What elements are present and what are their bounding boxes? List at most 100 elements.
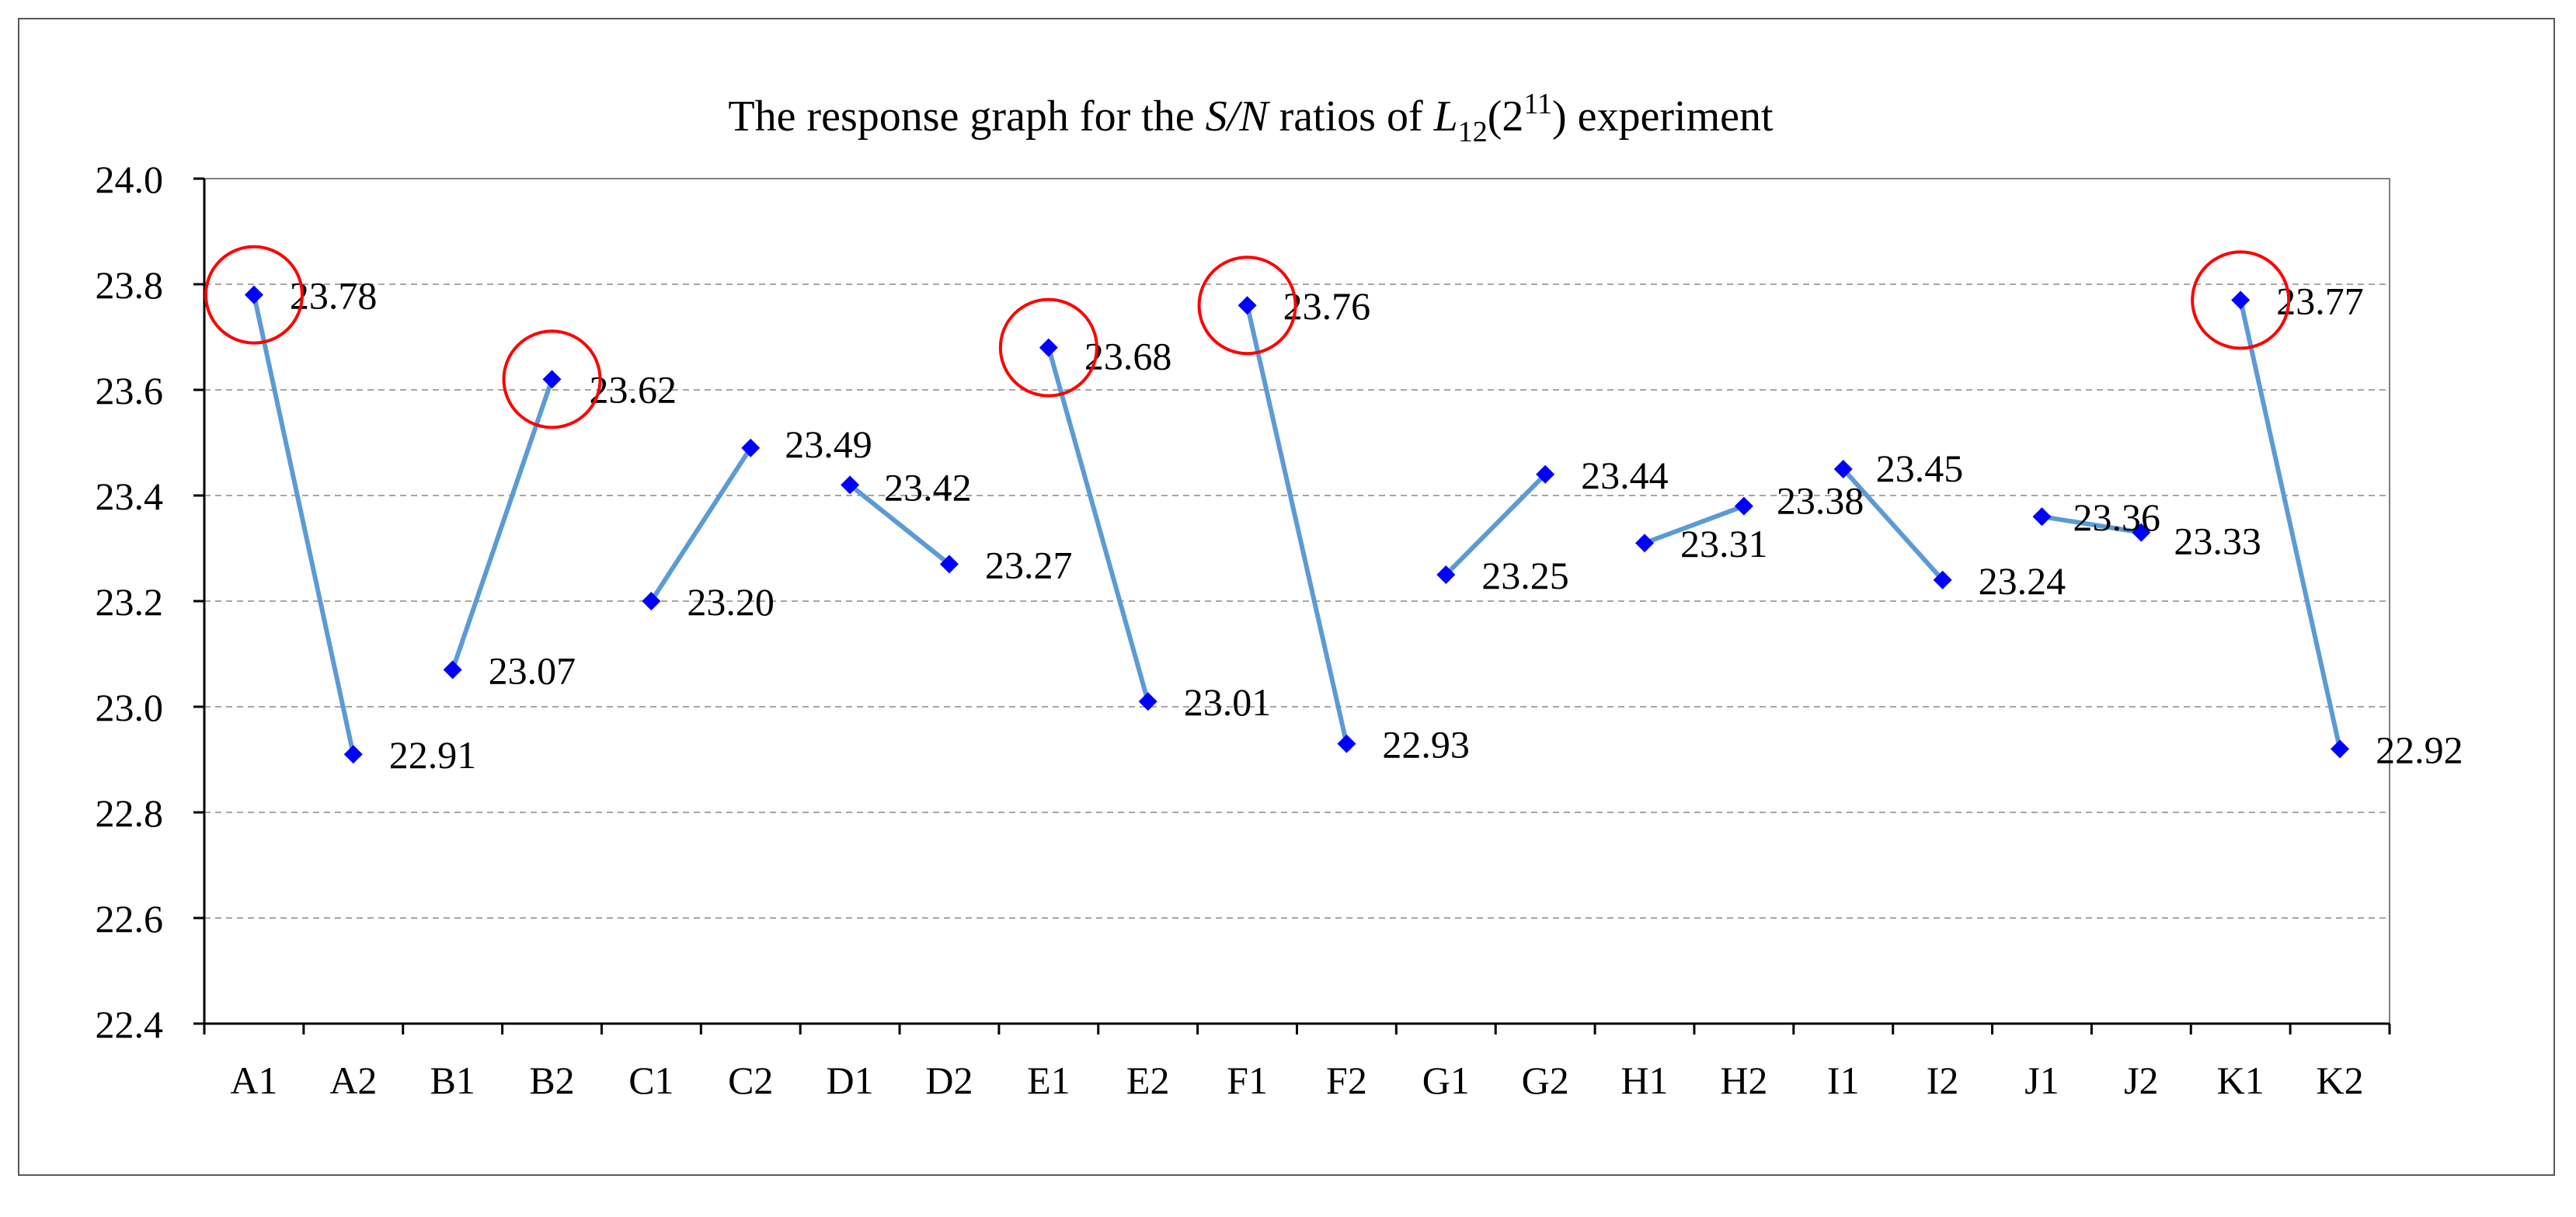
marker-E1 — [1039, 338, 1058, 357]
series-line-C — [649, 445, 754, 603]
marker-B2 — [542, 370, 562, 389]
x-tick-label-H2: H2 — [1720, 1059, 1767, 1102]
highlight-circle-F1 — [1197, 256, 1297, 356]
highlight-circle-A1 — [204, 245, 304, 345]
x-tick-label-K1: K1 — [2217, 1059, 2264, 1102]
marker-G1 — [1436, 565, 1456, 584]
marker-H2 — [1734, 496, 1753, 516]
x-tick-label-E1: E1 — [1027, 1059, 1070, 1102]
x-tick-label-K2: K2 — [2317, 1059, 2364, 1102]
data-label-D2: 23.27 — [985, 543, 1073, 586]
marker-K1 — [2231, 290, 2251, 310]
title-l: L — [1433, 92, 1458, 141]
marker-F2 — [1337, 734, 1356, 753]
x-tick-label-B2: B2 — [529, 1059, 574, 1102]
data-label-E1: 23.68 — [1084, 335, 1172, 378]
x-tick-label-D2: D2 — [925, 1059, 973, 1102]
x-tick-label-G1: G1 — [1422, 1059, 1470, 1102]
x-tick-label-A2: A2 — [329, 1059, 377, 1102]
marker-A1 — [244, 285, 263, 304]
x-tick-label-J1: J1 — [2024, 1059, 2059, 1102]
y-tick-label-22.8: 22.8 — [96, 791, 164, 835]
title-suffix: ) experiment — [1552, 92, 1774, 141]
data-label-I1: 23.45 — [1876, 447, 1964, 490]
marker-H1 — [1635, 534, 1655, 553]
series-line-J — [2039, 514, 2144, 535]
marker-F1 — [1238, 296, 1257, 315]
data-label-G1: 23.25 — [1481, 554, 1569, 597]
data-labels: 23.78 22.91 23.07 23.62 23.20 23.49 23.42 23.27… — [290, 274, 2463, 777]
x-tick-label-I2: I2 — [1927, 1059, 1959, 1102]
title-middle: ratios of — [1269, 92, 1434, 141]
data-label-B1: 23.07 — [489, 648, 576, 692]
data-label-A2: 22.91 — [389, 733, 476, 777]
marker-B1 — [443, 660, 462, 680]
data-label-F1: 23.76 — [1283, 284, 1371, 328]
x-tick-label-J2: J2 — [2124, 1059, 2158, 1102]
title-exponent: 11 — [1523, 88, 1552, 120]
series-line-B — [450, 377, 555, 673]
series-lines — [251, 292, 2343, 757]
data-label-D1: 23.42 — [884, 465, 972, 509]
marker-J2 — [2132, 523, 2151, 542]
marker-E2 — [1138, 692, 1157, 711]
x-tick-label-E2: E2 — [1126, 1059, 1170, 1102]
marker-I1 — [1833, 460, 1853, 478]
marker-K2 — [2331, 739, 2350, 759]
series-line-K — [2238, 297, 2343, 752]
data-label-J2: 23.33 — [2174, 520, 2261, 563]
y-tick-label-23.2: 23.2 — [96, 580, 164, 624]
series-line-A — [251, 292, 356, 757]
marker-J1 — [2032, 507, 2052, 527]
x-tick-label-F1: F1 — [1227, 1059, 1268, 1102]
series-line-H — [1642, 503, 1746, 546]
marker-D2 — [939, 555, 959, 574]
y-tick-label-23.0: 23.0 — [96, 686, 164, 729]
marker-I2 — [1933, 570, 1952, 589]
x-tick-label-G2: G2 — [1522, 1059, 1569, 1102]
data-label-I2: 23.24 — [1979, 559, 2066, 603]
x-tick-label-C2: C2 — [728, 1059, 773, 1102]
data-label-G2: 23.44 — [1581, 454, 1669, 497]
series-line-F — [1244, 303, 1349, 746]
data-label-E2: 23.01 — [1184, 680, 1272, 724]
data-label-C1: 23.20 — [687, 580, 775, 624]
data-label-A1: 23.78 — [290, 274, 378, 318]
marker-D1 — [841, 475, 860, 495]
y-tick-label-22.4: 22.4 — [96, 1003, 164, 1046]
x-tick-label-B1: B1 — [430, 1059, 475, 1102]
title-prefix: The response graph for the — [728, 92, 1205, 141]
series-line-I — [1840, 467, 1945, 582]
axes: 22.4 22.6 22.8 23.0 23.2 23.4 23.6 23.8 24.0 A1 A2… — [96, 158, 2391, 1102]
title-sn: S/N — [1206, 92, 1271, 141]
x-tick-label-H1: H1 — [1620, 1059, 1668, 1102]
y-tick-label-23.6: 23.6 — [96, 369, 164, 412]
marker-A2 — [343, 745, 363, 764]
series-line-E — [1046, 345, 1150, 704]
marker-C1 — [642, 592, 661, 610]
data-label-H1: 23.31 — [1680, 522, 1768, 565]
x-tick-label-D1: D1 — [827, 1059, 874, 1102]
data-label-K2: 22.92 — [2376, 728, 2463, 771]
highlight-circles — [204, 245, 2291, 429]
marker-C2 — [741, 438, 761, 457]
y-tick-label-23.8: 23.8 — [96, 263, 164, 307]
highlight-circle-K1 — [2191, 250, 2291, 350]
x-tick-label-I1: I1 — [1827, 1059, 1860, 1102]
x-tick-label-A1: A1 — [230, 1059, 277, 1102]
data-label-J1: 23.36 — [2073, 495, 2160, 539]
series-line-G — [1443, 471, 1548, 577]
highlight-circle-E1 — [998, 297, 1098, 398]
data-label-H2: 23.38 — [1777, 479, 1864, 523]
data-markers — [244, 285, 2350, 764]
series-line-D — [848, 482, 952, 567]
data-label-K1: 23.77 — [2276, 279, 2364, 322]
chart-title: The response graph for the S/N ratios of… — [728, 88, 1774, 148]
data-label-F2: 22.93 — [1382, 723, 1470, 767]
y-tick-label-24.0: 24.0 — [96, 158, 164, 201]
y-tick-label-22.6: 22.6 — [96, 897, 164, 941]
data-label-C2: 23.49 — [785, 422, 872, 466]
x-tick-label-C1: C1 — [628, 1059, 674, 1102]
chart-frame — [18, 18, 2555, 1176]
